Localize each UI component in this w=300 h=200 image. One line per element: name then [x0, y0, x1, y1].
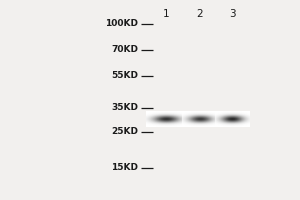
Text: 2: 2	[196, 9, 203, 19]
Text: 1: 1	[163, 9, 170, 19]
Text: 15KD: 15KD	[111, 164, 138, 172]
Text: 100KD: 100KD	[105, 20, 138, 28]
Text: 55KD: 55KD	[111, 72, 138, 80]
Text: 3: 3	[229, 9, 236, 19]
Text: 35KD: 35KD	[111, 104, 138, 112]
Text: 70KD: 70KD	[111, 46, 138, 54]
Text: 25KD: 25KD	[111, 128, 138, 136]
